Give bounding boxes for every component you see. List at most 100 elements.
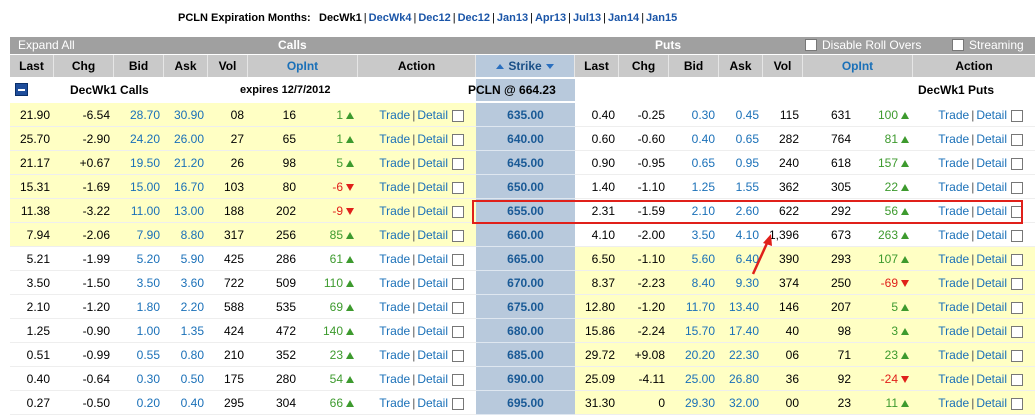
put-select-checkbox[interactable] [1011, 109, 1023, 122]
streaming-option[interactable]: Streaming [952, 38, 1024, 52]
call-detail-link[interactable]: Detail [417, 276, 448, 290]
month-link-jan15[interactable]: Jan15 [646, 12, 678, 24]
put-select-checkbox[interactable] [1011, 277, 1023, 290]
call-trade-link[interactable]: Trade [379, 108, 411, 122]
call-select-checkbox[interactable] [452, 181, 464, 194]
col-calls-chg[interactable]: Chg [54, 55, 114, 77]
call-select-checkbox[interactable] [452, 157, 464, 170]
call-select-checkbox[interactable] [452, 109, 464, 122]
put-trade-link[interactable]: Trade [938, 300, 970, 314]
col-puts-last[interactable]: Last [575, 55, 619, 77]
streaming-checkbox[interactable] [952, 39, 964, 51]
call-select-checkbox[interactable] [452, 205, 464, 218]
month-link-decwk1[interactable]: DecWk1 [319, 12, 362, 24]
call-detail-link[interactable]: Detail [417, 180, 448, 194]
call-trade-link[interactable]: Trade [379, 204, 411, 218]
call-trade-link[interactable]: Trade [379, 372, 411, 386]
put-detail-link[interactable]: Detail [976, 156, 1007, 170]
col-calls-vol[interactable]: Vol [208, 55, 248, 77]
put-trade-link[interactable]: Trade [938, 372, 970, 386]
put-select-checkbox[interactable] [1011, 253, 1023, 266]
call-detail-link[interactable]: Detail [417, 324, 448, 338]
strike-price-cell[interactable]: 655.00 [476, 199, 575, 223]
col-puts-vol[interactable]: Vol [763, 55, 803, 77]
call-detail-link[interactable]: Detail [417, 300, 448, 314]
call-trade-link[interactable]: Trade [379, 300, 411, 314]
call-select-checkbox[interactable] [452, 277, 464, 290]
col-strike[interactable]: Strike [476, 55, 575, 77]
call-detail-link[interactable]: Detail [417, 348, 448, 362]
put-select-checkbox[interactable] [1011, 397, 1023, 410]
put-trade-link[interactable]: Trade [938, 180, 970, 194]
put-select-checkbox[interactable] [1011, 133, 1023, 146]
put-detail-link[interactable]: Detail [976, 228, 1007, 242]
col-puts-ask[interactable]: Ask [719, 55, 763, 77]
call-trade-link[interactable]: Trade [379, 228, 411, 242]
expand-all-link[interactable]: Expand All [18, 38, 75, 52]
call-detail-link[interactable]: Detail [417, 156, 448, 170]
put-select-checkbox[interactable] [1011, 229, 1023, 242]
month-link-dec12[interactable]: Dec12 [457, 12, 491, 24]
call-trade-link[interactable]: Trade [379, 252, 411, 266]
call-select-checkbox[interactable] [452, 301, 464, 314]
put-select-checkbox[interactable] [1011, 349, 1023, 362]
put-trade-link[interactable]: Trade [938, 132, 970, 146]
put-trade-link[interactable]: Trade [938, 396, 970, 410]
call-select-checkbox[interactable] [452, 253, 464, 266]
col-calls-ask[interactable]: Ask [164, 55, 208, 77]
call-select-checkbox[interactable] [452, 373, 464, 386]
put-select-checkbox[interactable] [1011, 325, 1023, 338]
month-link-jan13[interactable]: Jan13 [496, 12, 529, 24]
col-puts-chg[interactable]: Chg [619, 55, 669, 77]
strike-price-cell[interactable]: 675.00 [476, 295, 575, 319]
strike-price-cell[interactable]: 635.00 [476, 103, 575, 127]
put-select-checkbox[interactable] [1011, 157, 1023, 170]
strike-price-cell[interactable]: 650.00 [476, 175, 575, 199]
strike-price-cell[interactable]: 660.00 [476, 223, 575, 247]
month-link-decwk4[interactable]: DecWk4 [368, 12, 412, 24]
call-trade-link[interactable]: Trade [379, 324, 411, 338]
month-link-jul13[interactable]: Jul13 [572, 12, 602, 24]
put-detail-link[interactable]: Detail [976, 300, 1007, 314]
call-select-checkbox[interactable] [452, 397, 464, 410]
put-select-checkbox[interactable] [1011, 301, 1023, 314]
strike-price-cell[interactable]: 690.00 [476, 367, 575, 391]
put-detail-link[interactable]: Detail [976, 348, 1007, 362]
put-detail-link[interactable]: Detail [976, 396, 1007, 410]
col-puts-bid[interactable]: Bid [669, 55, 719, 77]
call-detail-link[interactable]: Detail [417, 372, 448, 386]
put-trade-link[interactable]: Trade [938, 324, 970, 338]
col-calls-bid[interactable]: Bid [114, 55, 164, 77]
call-detail-link[interactable]: Detail [417, 252, 448, 266]
put-detail-link[interactable]: Detail [976, 180, 1007, 194]
call-select-checkbox[interactable] [452, 133, 464, 146]
put-detail-link[interactable]: Detail [976, 276, 1007, 290]
col-calls-opint[interactable]: OpInt [248, 55, 358, 77]
strike-price-cell[interactable]: 680.00 [476, 319, 575, 343]
call-trade-link[interactable]: Trade [379, 132, 411, 146]
call-trade-link[interactable]: Trade [379, 276, 411, 290]
put-detail-link[interactable]: Detail [976, 252, 1007, 266]
call-detail-link[interactable]: Detail [417, 132, 448, 146]
put-trade-link[interactable]: Trade [938, 348, 970, 362]
call-trade-link[interactable]: Trade [379, 180, 411, 194]
call-select-checkbox[interactable] [452, 325, 464, 338]
strike-price-cell[interactable]: 665.00 [476, 247, 575, 271]
month-link-dec12[interactable]: Dec12 [418, 12, 451, 24]
disable-roll-overs-option[interactable]: Disable Roll Overs [805, 38, 921, 52]
strike-price-cell[interactable]: 645.00 [476, 151, 575, 175]
strike-price-cell[interactable]: 695.00 [476, 391, 575, 415]
put-detail-link[interactable]: Detail [976, 324, 1007, 338]
put-trade-link[interactable]: Trade [938, 252, 970, 266]
collapse-icon[interactable] [15, 83, 28, 96]
put-trade-link[interactable]: Trade [938, 228, 970, 242]
put-detail-link[interactable]: Detail [976, 108, 1007, 122]
call-detail-link[interactable]: Detail [417, 396, 448, 410]
strike-price-cell[interactable]: 685.00 [476, 343, 575, 367]
month-link-jan14[interactable]: Jan14 [607, 12, 640, 24]
put-detail-link[interactable]: Detail [976, 132, 1007, 146]
put-trade-link[interactable]: Trade [938, 156, 970, 170]
strike-price-cell[interactable]: 670.00 [476, 271, 575, 295]
call-detail-link[interactable]: Detail [417, 228, 448, 242]
call-detail-link[interactable]: Detail [417, 108, 448, 122]
